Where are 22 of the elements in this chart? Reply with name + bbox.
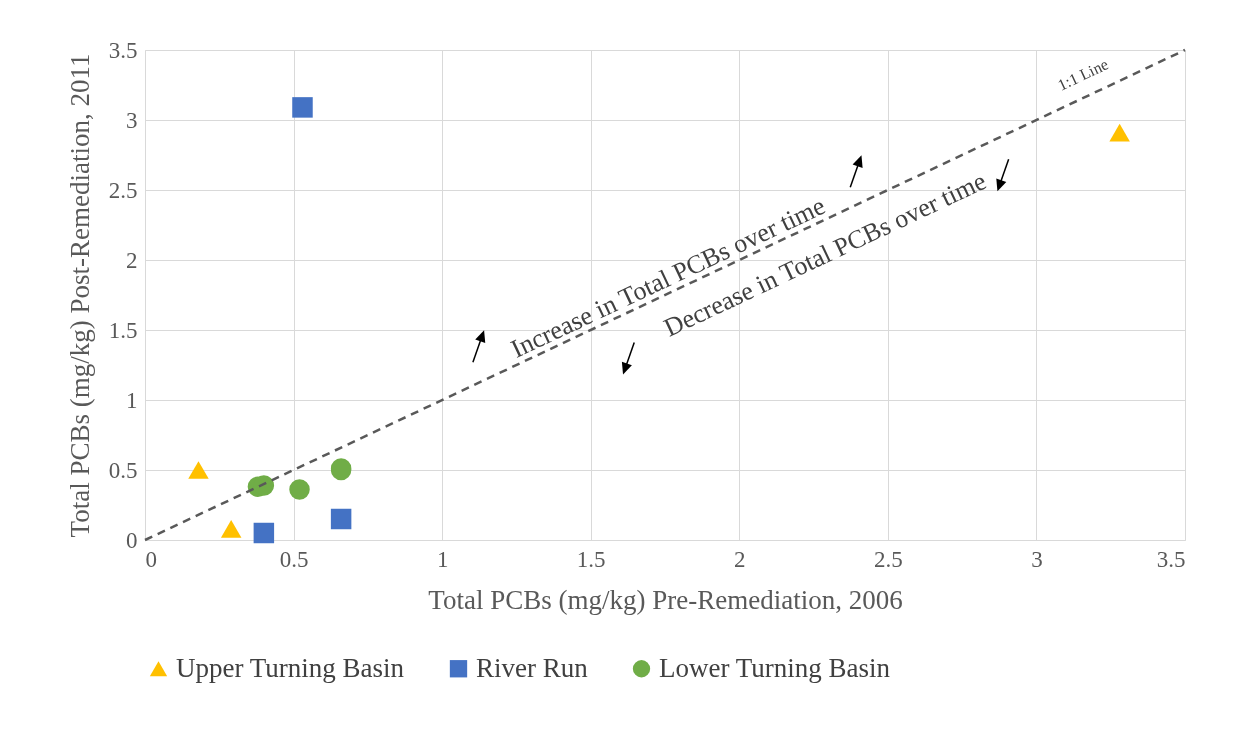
legend-label: Lower Turning Basin	[659, 652, 891, 683]
x-tick-label: 0.5	[279, 546, 309, 572]
x-tick-label: 1.5	[576, 546, 606, 572]
y-axis-title: Total PCBs (mg/kg) Post-Remediation, 2011	[64, 53, 95, 538]
y-tick-label: 2.5	[108, 177, 138, 203]
x-tick-label: 1	[436, 546, 449, 572]
legend-label: River Run	[476, 652, 589, 683]
x-axis-title: Total PCBs (mg/kg) Pre-Remediation, 2006	[428, 584, 903, 615]
x-tick-label: 3.5	[1156, 546, 1186, 572]
y-tick-label: 3	[126, 107, 138, 133]
y-tick-label: 2	[126, 247, 138, 273]
annotation: 1:1 Line	[1054, 55, 1111, 94]
x-tick-label: 2	[734, 546, 746, 572]
x-tick-label: 2.5	[873, 546, 903, 572]
x-tick-label: 3	[1031, 546, 1043, 572]
y-tick-label: 1	[126, 387, 138, 413]
x-tick-label: 0	[145, 546, 157, 572]
y-tick-label: 0	[126, 527, 138, 553]
y-tick-label: 0.5	[108, 457, 138, 483]
legend-label: Upper Turning Basin	[176, 652, 405, 683]
y-tick-label: 1.5	[108, 317, 138, 343]
y-tick-label: 3.5	[108, 37, 138, 63]
